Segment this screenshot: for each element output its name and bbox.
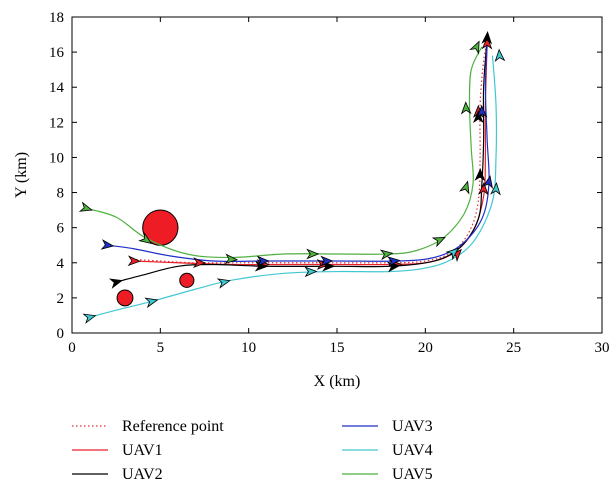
series-line xyxy=(85,46,483,259)
obstacle-circle xyxy=(116,289,134,307)
heading-arrow-marker xyxy=(138,232,152,245)
heading-arrow-marker xyxy=(192,257,207,268)
legend-label: UAV5 xyxy=(392,466,433,483)
legend-item: UAV5 xyxy=(342,466,433,483)
heading-arrow-marker xyxy=(474,167,486,182)
y-tick-label: 18 xyxy=(49,10,64,26)
x-tick-label: 0 xyxy=(68,340,76,356)
heading-arrow-marker xyxy=(320,255,334,267)
legend-label: UAV3 xyxy=(392,418,433,435)
heading-arrow-marker xyxy=(481,36,493,50)
heading-arrow-marker xyxy=(476,104,488,119)
heading-arrow-marker xyxy=(477,181,489,196)
heading-arrow-marker xyxy=(469,40,480,55)
legend-item: UAV1 xyxy=(72,442,163,459)
obstacles-layer xyxy=(116,209,195,307)
ticks-layer: 0 5 10 15 20 25 30 0 2 4 6 8 10 12 14 16 18 xyxy=(49,10,610,356)
heading-arrow-marker xyxy=(490,182,501,196)
series-line xyxy=(132,41,488,264)
y-tick-label: 4 xyxy=(57,256,65,272)
heading-arrow-marker xyxy=(431,236,446,248)
y-tick-label: 2 xyxy=(57,291,65,307)
heading-arrow-marker xyxy=(224,253,239,265)
heading-arrow-marker xyxy=(100,239,115,250)
heading-arrow-marker xyxy=(256,255,270,267)
y-tick-label: 14 xyxy=(49,80,65,96)
y-tick-label: 16 xyxy=(49,45,65,61)
plot-area-frame xyxy=(71,16,603,334)
legend-label: Reference point xyxy=(122,418,224,435)
legend-label: UAV1 xyxy=(122,442,163,459)
series-line xyxy=(89,55,498,318)
legend-label: UAV4 xyxy=(392,442,433,459)
x-tick-label: 30 xyxy=(595,340,610,356)
legend-item: Reference point xyxy=(72,418,224,435)
series-layer xyxy=(78,31,506,324)
heading-arrow-marker xyxy=(379,249,394,261)
heading-arrow-marker xyxy=(386,256,401,267)
legend-item: UAV3 xyxy=(342,418,433,435)
heading-arrow-marker xyxy=(216,278,231,289)
x-axis-label: X (km) xyxy=(314,373,361,390)
x-tick-label: 10 xyxy=(241,340,256,356)
x-tick-label: 5 xyxy=(157,340,165,356)
heading-arrow-marker xyxy=(82,313,97,324)
y-tick-label: 0 xyxy=(57,326,65,342)
heading-arrow-marker xyxy=(78,201,93,212)
x-tick-label: 20 xyxy=(418,340,433,356)
y-tick-label: 12 xyxy=(49,115,64,131)
legend-item: UAV4 xyxy=(342,442,433,459)
legend: Reference point UAV3 UAV1 UAV4 UAV2 UAV5 xyxy=(72,418,433,483)
heading-arrow-marker xyxy=(481,31,493,45)
y-tick-label: 8 xyxy=(57,186,65,202)
legend-label: UAV2 xyxy=(122,466,163,483)
series-line xyxy=(133,43,488,266)
heading-arrow-marker xyxy=(306,248,320,260)
obstacle-circle xyxy=(179,272,195,288)
heading-arrow-marker xyxy=(460,101,472,115)
heading-arrow-marker xyxy=(445,247,460,261)
y-tick-label: 6 xyxy=(57,221,65,237)
heading-arrow-marker xyxy=(482,175,493,190)
heading-arrow-marker xyxy=(144,297,159,309)
heading-arrow-marker xyxy=(304,266,318,278)
x-tick-label: 25 xyxy=(506,340,521,356)
series-line xyxy=(107,43,490,263)
legend-item: UAV2 xyxy=(72,466,163,483)
heading-arrow-marker xyxy=(127,255,141,267)
heading-arrow-marker xyxy=(459,180,470,195)
series-line xyxy=(116,38,488,283)
x-tick-label: 15 xyxy=(330,340,345,356)
y-tick-label: 10 xyxy=(49,150,64,166)
heading-arrow-marker xyxy=(494,48,506,63)
heading-arrow-marker xyxy=(108,278,123,289)
y-axis-label: Y (km) xyxy=(13,152,30,198)
